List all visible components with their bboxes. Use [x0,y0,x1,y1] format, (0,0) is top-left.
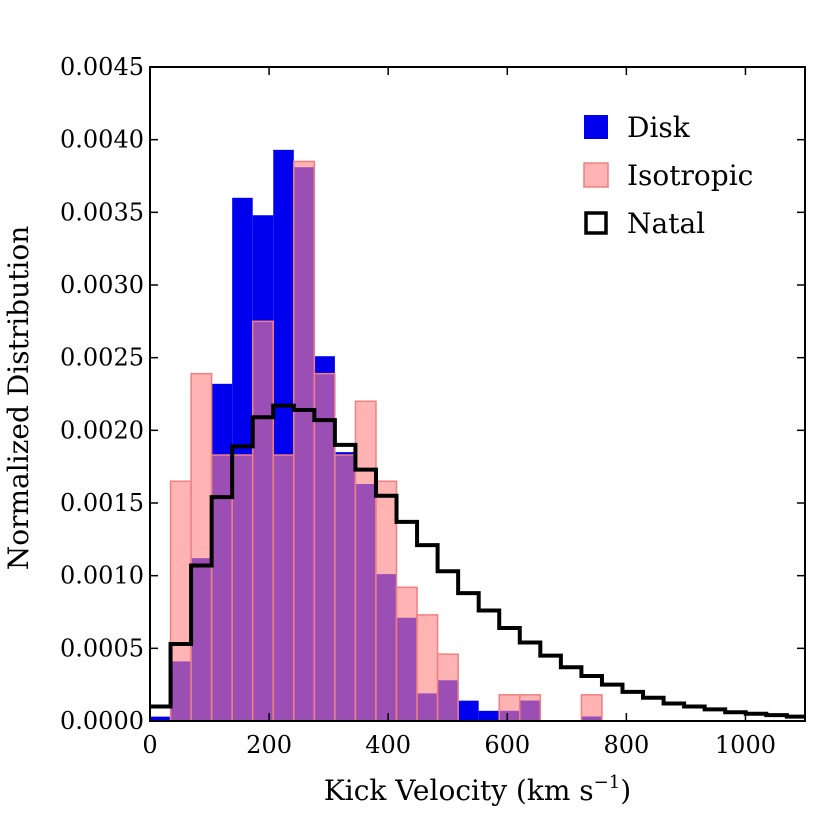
y-tick-label: 0.0005 [60,634,144,662]
isotropic-bar [375,481,397,575]
natal-step-layer [150,403,805,719]
overlap-bar [437,680,459,721]
y-tick-label: 0.0030 [60,271,144,299]
overlap-bar [273,455,294,721]
isotropic-bar [293,161,315,168]
legend-disk-label: Disk [627,111,691,144]
x-tick-label: 600 [484,731,530,759]
x-tick-label: 1000 [715,731,776,759]
x-axis-label: Kick Velocity (km s−1) [324,772,631,807]
overlap-bar [396,617,418,721]
ticks-layer [149,66,805,722]
y-tick-label: 0.0010 [60,562,144,590]
overlap-bar [334,455,356,721]
overlap-bar [191,558,212,721]
disk-bar [150,716,171,721]
overlap-bar [314,373,335,721]
y-tick-label: 0.0015 [60,489,144,517]
legend-disk-swatch [584,115,608,139]
overlap-bar [417,693,438,721]
isotropic-bar [437,654,459,681]
isotropic-bar [170,481,192,662]
isotropic-bar [581,694,602,717]
y-tick-labels: 0.0000 0.0005 0.0010 0.0015 0.0020 0.0025 0.00… [60,53,144,735]
overlap-bar [581,716,602,721]
y-tick-label: 0.0035 [60,198,144,226]
isotropic-bar [499,694,520,711]
natal-step-line [150,403,805,719]
overlap-bar [499,710,520,721]
disk-bar [478,710,500,721]
overlap-bar [170,661,192,721]
overlap-bar [211,455,233,721]
legend-natal-label: Natal [627,207,705,240]
y-tick-label: 0.0040 [60,126,144,154]
legend: Disk Isotropic Natal [583,111,753,240]
y-tick-label: 0.0020 [60,416,144,444]
y-tick-label: 0.0025 [60,344,144,372]
overlap-bar [375,574,397,721]
legend-isotropic-label: Isotropic [627,159,753,192]
isotropic-bar [191,373,212,559]
x-tick-label: 200 [246,731,292,759]
overlap-bar [519,700,541,721]
isotropic-bar [355,401,376,485]
plot-frame [149,66,806,722]
isotropic-bar [417,614,438,694]
isotropic-bar [519,694,541,701]
legend-natal-swatch [584,211,608,235]
y-tick-label: 0.0045 [60,53,144,81]
disk-bar [458,700,479,721]
overlap-bar [252,321,274,721]
x-tick-labels: 0 200 400 600 800 1000 [142,731,776,759]
overlap-bar [293,167,315,721]
x-tick-label: 400 [365,731,411,759]
y-axis-label: Normalized Distribution [2,226,35,570]
legend-isotropic-swatch [583,162,609,188]
x-tick-label: 800 [603,731,649,759]
overlap-bar [232,455,253,721]
bars-layer [150,149,603,722]
isotropic-bar [396,587,418,618]
overlap-bar [355,484,376,721]
x-axis-label-sup: −1 [594,772,621,793]
x-tick-label: 0 [142,731,157,759]
y-tick-label: 0.0000 [60,707,144,735]
x-axis-label-main: Kick Velocity (km s [324,774,594,807]
x-axis-label-end: ) [620,774,631,807]
